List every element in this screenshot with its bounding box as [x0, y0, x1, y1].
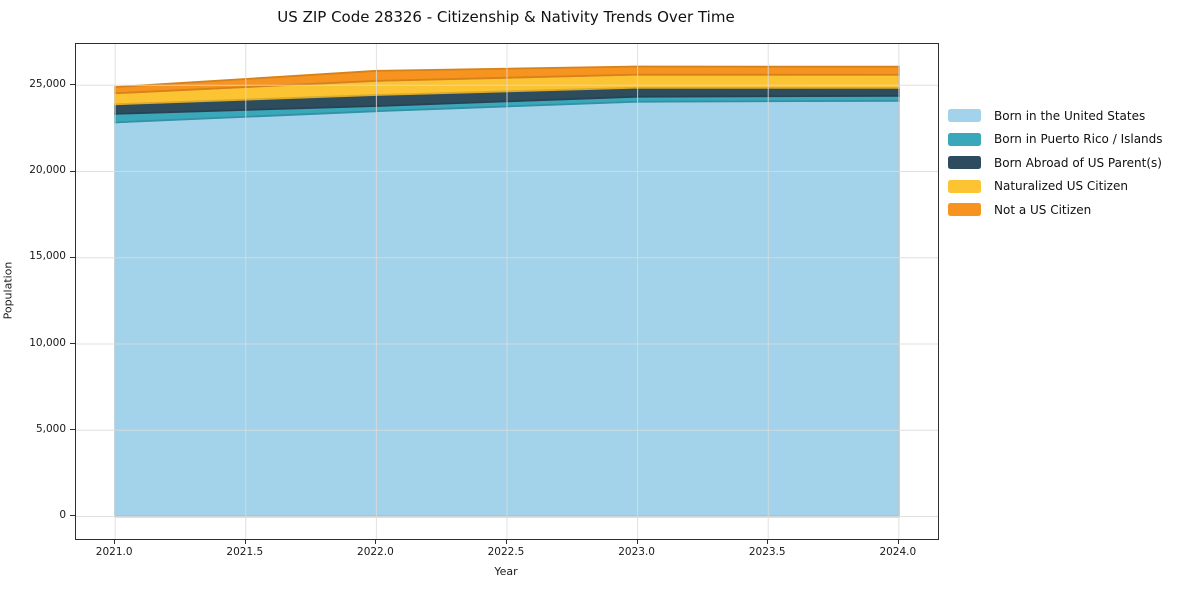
legend-swatch-icon	[948, 179, 981, 193]
x-tick-mark	[506, 539, 507, 544]
x-tick-label: 2022.0	[357, 546, 394, 558]
legend-label: Born Abroad of US Parent(s)	[994, 155, 1162, 170]
y-tick-mark	[70, 170, 75, 172]
legend-swatch-icon	[948, 156, 981, 170]
y-tick-mark	[70, 429, 75, 431]
y-tick-mark	[70, 256, 75, 258]
legend-label: Naturalized US Citizen	[994, 179, 1128, 194]
y-tick-label: 25,000	[29, 77, 66, 90]
x-tick-label: 2023.5	[748, 546, 786, 558]
y-tick-label: 20,000	[29, 164, 66, 177]
y-tick-label: 10,000	[29, 336, 66, 349]
y-axis-label: Population	[1, 261, 15, 320]
x-tick-mark	[114, 539, 116, 544]
legend-item: Naturalized US Citizen	[948, 175, 1163, 199]
legend-item: Born in the United States	[948, 104, 1163, 128]
legend-label: Born in Puerto Rico / Islands	[994, 132, 1163, 147]
legend-item: Born in Puerto Rico / Islands	[948, 128, 1163, 152]
y-tick-mark	[70, 343, 75, 345]
legend-item: Not a US Citizen	[948, 198, 1163, 222]
legend-item: Born Abroad of US Parent(s)	[948, 151, 1163, 175]
x-axis-label: Year	[494, 565, 518, 578]
y-tick-label: 5,000	[35, 422, 66, 435]
y-tick-mark	[70, 515, 75, 517]
x-tick-mark	[636, 539, 638, 544]
y-tick-label: 0	[59, 508, 66, 521]
legend: Born in the United States Born in Puerto…	[948, 104, 1163, 222]
x-tick-label: 2021.5	[226, 546, 264, 558]
y-tick-mark	[70, 84, 75, 86]
y-tick-label: 15,000	[29, 250, 66, 263]
x-tick-mark	[767, 539, 769, 544]
legend-swatch-icon	[948, 132, 981, 146]
legend-label: Born in the United States	[994, 108, 1146, 123]
chart-title: US ZIP Code 28326 - Citizenship & Nativi…	[277, 8, 735, 26]
x-tick-mark	[244, 539, 246, 544]
plot-area	[75, 43, 939, 540]
x-tick-mark	[375, 539, 377, 544]
x-tick-label: 2023.0	[618, 546, 655, 558]
legend-label: Not a US Citizen	[994, 202, 1092, 217]
x-tick-mark	[897, 539, 899, 544]
chart-canvas	[76, 44, 938, 539]
x-tick-label: 2021.0	[95, 546, 133, 558]
x-tick-label: 2024.0	[879, 546, 917, 558]
x-tick-label: 2022.5	[487, 546, 525, 558]
legend-swatch-icon	[948, 203, 981, 217]
legend-swatch-icon	[948, 109, 981, 123]
